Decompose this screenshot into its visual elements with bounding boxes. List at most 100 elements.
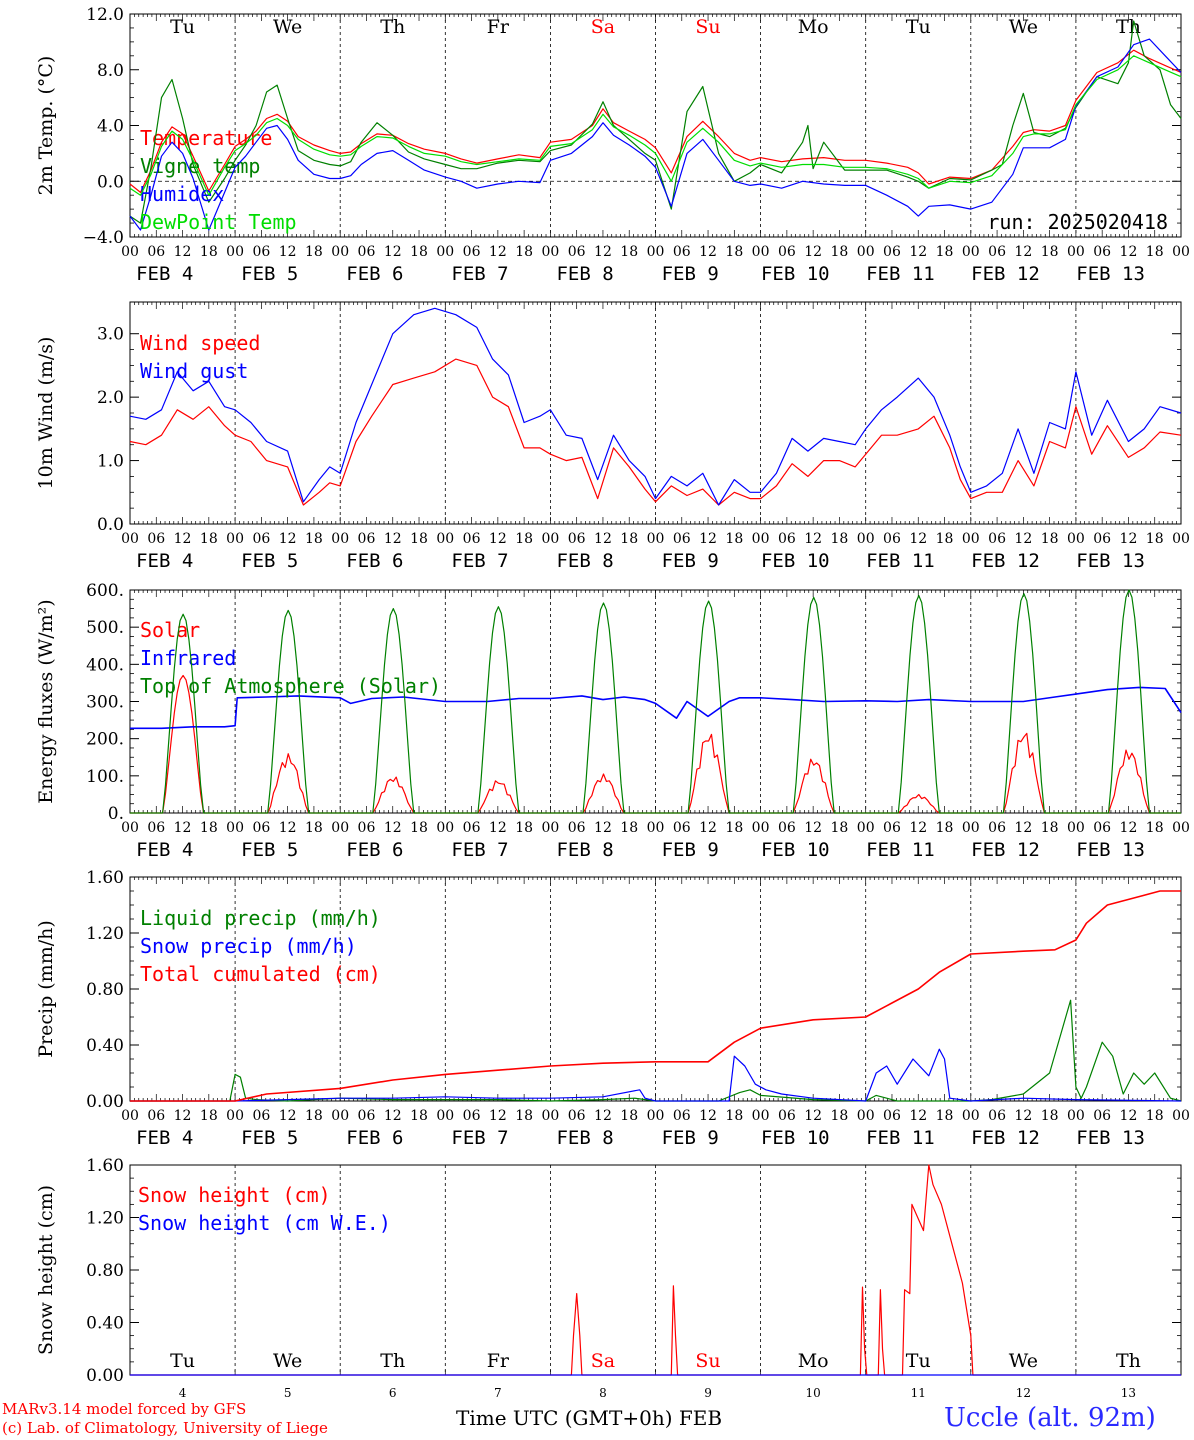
hour-label: 12 <box>1120 531 1138 547</box>
date-label: FEB 5 <box>241 550 298 572</box>
hour-label: 06 <box>883 531 901 547</box>
legend-entry: Humidex <box>140 182 224 206</box>
hour-label: 00 <box>1172 1108 1190 1124</box>
day-name-label: Mo <box>798 16 829 38</box>
hour-label: 12 <box>384 1108 402 1124</box>
hour-label: 00 <box>331 1108 349 1124</box>
hour-label: 06 <box>252 244 270 260</box>
hour-label: 18 <box>515 531 533 547</box>
hour-label: 12 <box>489 244 507 260</box>
hour-label: 00 <box>1067 1108 1085 1124</box>
hour-label: 18 <box>305 244 323 260</box>
hour-label: 06 <box>147 820 165 836</box>
y-tick-label: 1.0 <box>97 452 124 472</box>
hour-label: 00 <box>1172 244 1190 260</box>
date-label: FEB 12 <box>971 839 1040 861</box>
y-tick-label: 1.60 <box>86 1156 124 1176</box>
panel-snow: 0.00 0.40 0.80 1.20 1.60 Snow height (cm) Tu We… <box>35 1156 1182 1400</box>
hour-label: 12 <box>279 531 297 547</box>
lab-credit: (c) Lab. of Climatology, University of L… <box>2 1419 328 1437</box>
hour-label: 12 <box>909 244 927 260</box>
day-name-label: Tu <box>906 16 931 38</box>
series-line-infrared <box>130 686 1182 730</box>
hour-label: 18 <box>1146 1108 1164 1124</box>
hour-label: 18 <box>410 531 428 547</box>
hour-label: 12 <box>174 820 192 836</box>
date-label: FEB 8 <box>556 839 613 861</box>
date-label: FEB 7 <box>451 839 508 861</box>
hour-label: 06 <box>673 1108 691 1124</box>
date-label: FEB 6 <box>346 1127 403 1149</box>
hour-label: 00 <box>121 820 139 836</box>
hour-label: 06 <box>778 1108 796 1124</box>
hour-label: 00 <box>752 1108 770 1124</box>
model-credit: MARv3.14 model forced by GFS <box>2 1400 247 1418</box>
day-name-label: Su <box>695 16 720 38</box>
hour-label: 00 <box>962 1108 980 1124</box>
day-number-label: 5 <box>284 1386 292 1400</box>
hour-label: 12 <box>489 1108 507 1124</box>
x-axis-title: Time UTC (GMT+0h) FEB <box>456 1406 723 1430</box>
panel-temp: −4.0 0.0 4.0 8.0 12.0 2m Temp. (°C) Tu We Th Fr Sa… <box>35 5 1190 285</box>
y-tick-label: 400. <box>86 655 124 675</box>
y-tick-label: 1.20 <box>86 1209 124 1229</box>
legend-entry: Top of Atmosphere (Solar) <box>140 674 441 698</box>
hour-label: 12 <box>804 531 822 547</box>
hour-label: 06 <box>358 531 376 547</box>
day-number-label: 10 <box>806 1386 821 1400</box>
date-label: FEB 5 <box>241 1127 298 1149</box>
date-label: FEB 10 <box>761 839 830 861</box>
hour-label: 00 <box>331 820 349 836</box>
hour-label: 06 <box>1093 531 1111 547</box>
hour-label: 18 <box>831 244 849 260</box>
hour-label: 06 <box>778 531 796 547</box>
hour-label: 00 <box>752 531 770 547</box>
hour-label: 18 <box>1146 531 1164 547</box>
day-name-label: We <box>1009 16 1038 38</box>
panel-precip: 0.00 0.40 0.80 1.20 1.60 Precip (mm/h) 00 06 12 1… <box>35 868 1190 1149</box>
hour-label: 00 <box>541 531 559 547</box>
hour-label: 18 <box>620 244 638 260</box>
hour-label: 06 <box>988 244 1006 260</box>
day-name-label: Mo <box>798 1350 829 1372</box>
hour-label: 12 <box>699 1108 717 1124</box>
hour-label: 06 <box>252 1108 270 1124</box>
hour-label: 18 <box>831 1108 849 1124</box>
hour-label: 00 <box>121 1108 139 1124</box>
hour-label: 18 <box>515 244 533 260</box>
series-line-top-of-atmosphere-solar <box>130 589 1181 814</box>
hour-label: 06 <box>673 820 691 836</box>
y-tick-label: 0.00 <box>86 1366 124 1386</box>
day-name-label: Tu <box>170 1350 195 1372</box>
legend-entry: Solar <box>140 618 200 642</box>
hour-label: 00 <box>1067 820 1085 836</box>
hour-label: 12 <box>909 531 927 547</box>
series-line-wind-speed <box>129 358 1182 506</box>
hour-label: 18 <box>1146 244 1164 260</box>
hour-label: 00 <box>541 244 559 260</box>
hour-label: 00 <box>1067 244 1085 260</box>
date-label: FEB 8 <box>556 263 613 285</box>
hour-label: 00 <box>226 531 244 547</box>
legend-entry: Total cumulated (cm) <box>140 962 381 986</box>
hour-label: 12 <box>1014 820 1032 836</box>
hour-label: 12 <box>1014 244 1032 260</box>
day-number-label: 12 <box>1016 1386 1031 1400</box>
date-label: FEB 5 <box>241 839 298 861</box>
hour-label: 06 <box>568 531 586 547</box>
hour-label: 12 <box>804 820 822 836</box>
hour-label: 12 <box>804 244 822 260</box>
date-label: FEB 8 <box>556 550 613 572</box>
legend-entry: Wind speed <box>140 331 260 355</box>
day-number-label: 13 <box>1121 1386 1136 1400</box>
hour-label: 00 <box>1172 531 1190 547</box>
date-label: FEB 11 <box>866 839 935 861</box>
hour-label: 18 <box>1041 244 1059 260</box>
y-tick-label: 0.00 <box>86 1092 124 1112</box>
date-label: FEB 12 <box>971 550 1040 572</box>
y-tick-label: 300. <box>86 693 124 713</box>
date-label: FEB 9 <box>662 263 719 285</box>
hour-label: 12 <box>1120 244 1138 260</box>
day-number-label: 4 <box>179 1386 187 1400</box>
day-name-label: We <box>1009 1350 1038 1372</box>
